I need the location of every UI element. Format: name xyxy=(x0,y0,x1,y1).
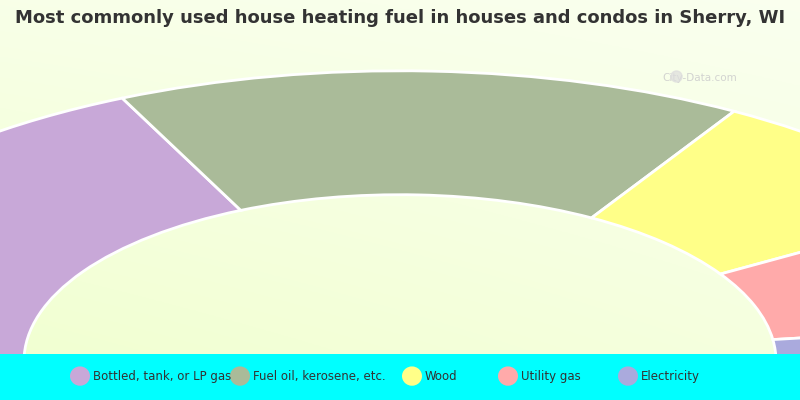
Text: Electricity: Electricity xyxy=(641,370,700,382)
Text: Most commonly used house heating fuel in houses and condos in Sherry, WI: Most commonly used house heating fuel in… xyxy=(15,9,785,27)
Ellipse shape xyxy=(402,366,422,386)
Text: Fuel oil, kerosene, etc.: Fuel oil, kerosene, etc. xyxy=(253,370,386,382)
Ellipse shape xyxy=(618,366,638,386)
Wedge shape xyxy=(0,98,241,361)
Wedge shape xyxy=(122,71,734,218)
Wedge shape xyxy=(721,209,800,340)
Ellipse shape xyxy=(230,366,250,386)
Ellipse shape xyxy=(498,366,518,386)
Text: Bottled, tank, or LP gas: Bottled, tank, or LP gas xyxy=(93,370,231,382)
Ellipse shape xyxy=(70,366,90,386)
Wedge shape xyxy=(591,111,800,274)
Text: City-Data.com: City-Data.com xyxy=(662,73,738,83)
Text: Wood: Wood xyxy=(425,370,458,382)
Text: Utility gas: Utility gas xyxy=(521,370,581,382)
Wedge shape xyxy=(773,324,800,361)
